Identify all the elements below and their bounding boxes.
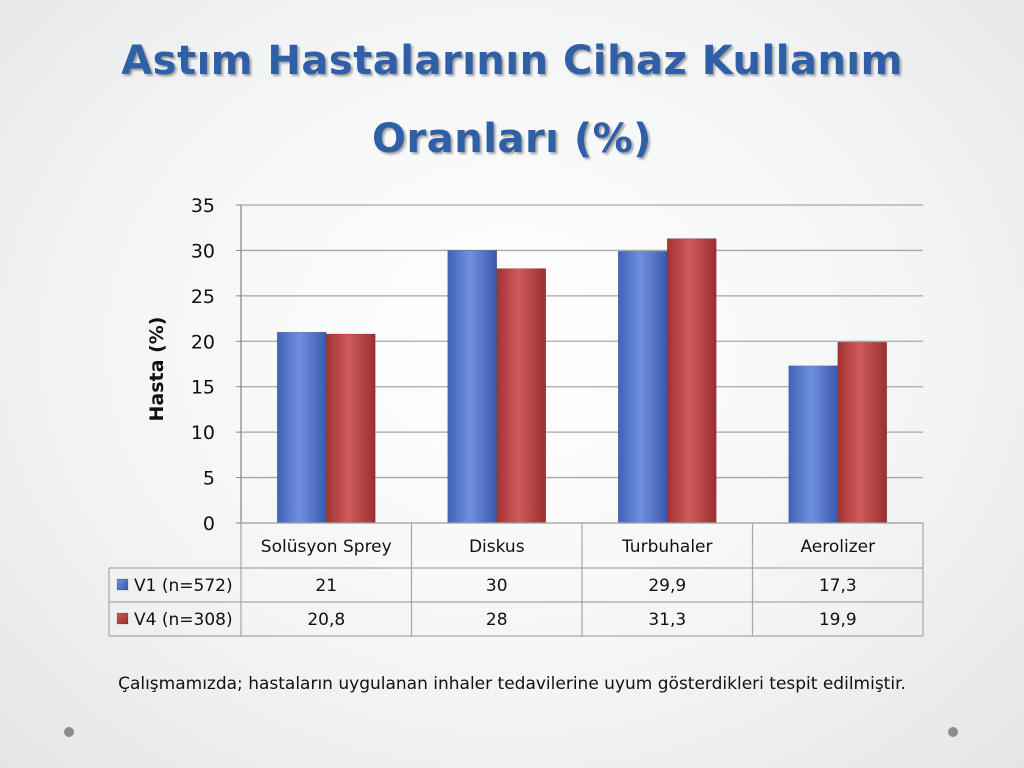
decorative-dot-right <box>948 727 958 737</box>
y-tick-label: 0 <box>203 513 215 535</box>
category-label: Diskus <box>469 537 525 557</box>
y-axis-title: Hasta (%) <box>146 317 168 422</box>
bars <box>276 238 888 524</box>
data-label: 21 <box>315 576 337 596</box>
slide-title-line1: Astım Hastalarının Cihaz Kullanım <box>121 38 903 84</box>
bar-v4 <box>325 333 376 524</box>
bar-v1 <box>276 331 327 524</box>
legend-label: V4 (n=308) <box>134 610 233 630</box>
data-label: 17,3 <box>819 576 857 596</box>
legend-swatch-v1 <box>116 578 129 591</box>
category-label: Solüsyon Sprey <box>261 537 392 557</box>
bar-v4 <box>666 238 717 524</box>
data-label: 31,3 <box>648 610 686 630</box>
category-label: Aerolizer <box>800 537 875 557</box>
legend-label: V1 (n=572) <box>134 576 233 596</box>
bar-v4 <box>837 341 888 524</box>
y-tick-label: 5 <box>203 468 215 490</box>
slide-title: Astım Hastalarının Cihaz Kullanım Oranla… <box>0 22 1024 178</box>
data-label: 19,9 <box>819 610 857 630</box>
bar-v1 <box>788 365 839 524</box>
caption-text: Çalışmamızda; hastaların uygulanan inhal… <box>118 674 906 694</box>
y-tick-label: 15 <box>191 377 215 399</box>
bar-v1 <box>617 251 668 524</box>
data-label: 20,8 <box>307 610 345 630</box>
data-label: 28 <box>486 610 508 630</box>
y-tick-label: 30 <box>191 240 215 262</box>
data-label: 30 <box>486 576 508 596</box>
decorative-dot-left <box>64 727 74 737</box>
y-axis: 0 5 10 15 20 25 30 35 Hasta (%) <box>146 195 242 535</box>
bar-v1 <box>447 250 498 524</box>
y-tick-label: 25 <box>191 286 215 308</box>
y-tick-label: 35 <box>191 195 215 217</box>
slide-title-line2: Oranları (%) <box>372 116 652 162</box>
data-table: Solüsyon Sprey Diskus Turbuhaler Aerolizer V… <box>108 522 924 637</box>
bar-v4 <box>496 268 547 524</box>
data-label: 29,9 <box>648 576 686 596</box>
legend-swatch-v4 <box>116 612 129 625</box>
y-tick-label: 20 <box>191 331 215 353</box>
category-label: Turbuhaler <box>621 537 713 557</box>
y-tick-label: 10 <box>191 422 215 444</box>
